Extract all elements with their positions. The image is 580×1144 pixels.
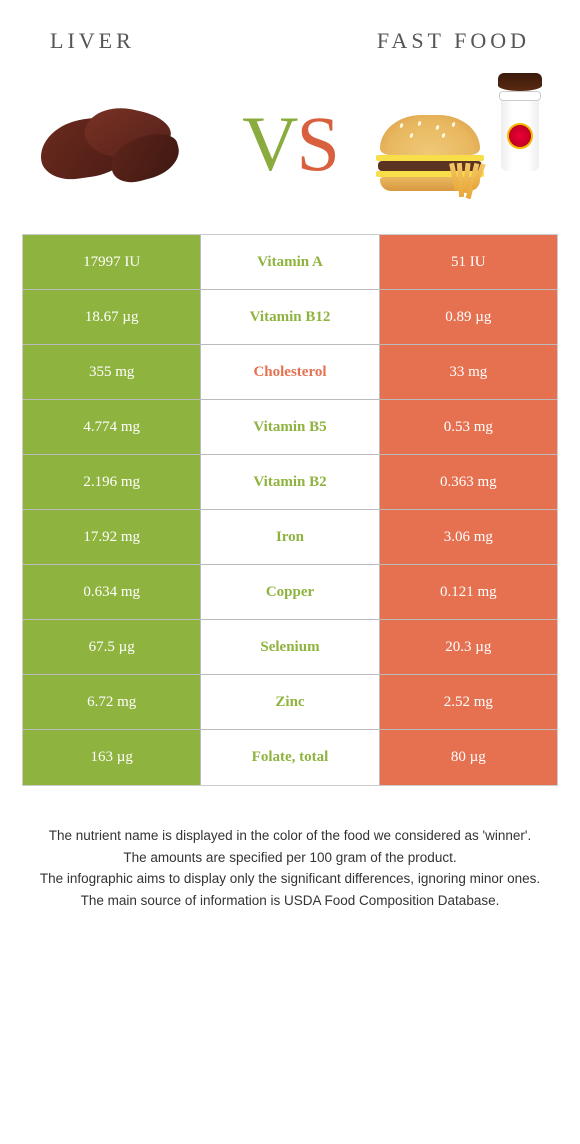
left-value: 355 mg	[23, 345, 200, 399]
table-row: 17997 IUVitamin A51 IU	[23, 235, 557, 290]
left-value: 4.774 mg	[23, 400, 200, 454]
right-value: 0.53 mg	[380, 400, 557, 454]
footer-note-line: The infographic aims to display only the…	[30, 869, 550, 889]
left-value: 17.92 mg	[23, 510, 200, 564]
left-value: 0.634 mg	[23, 565, 200, 619]
images-row: VS	[0, 54, 580, 234]
left-value: 163 µg	[23, 730, 200, 785]
left-value: 17997 IU	[23, 235, 200, 289]
table-row: 2.196 mgVitamin B20.363 mg	[23, 455, 557, 510]
vs-v: V	[242, 99, 296, 189]
table-row: 4.774 mgVitamin B50.53 mg	[23, 400, 557, 455]
footer-note-line: The nutrient name is displayed in the co…	[30, 826, 550, 846]
left-value: 6.72 mg	[23, 675, 200, 729]
table-row: 355 mgCholesterol33 mg	[23, 345, 557, 400]
nutrient-table: 17997 IUVitamin A51 IU18.67 µgVitamin B1…	[22, 234, 558, 786]
nutrient-name: Vitamin B2	[200, 455, 379, 509]
vs-s: S	[296, 99, 337, 189]
table-row: 6.72 mgZinc2.52 mg	[23, 675, 557, 730]
liver-image	[30, 79, 200, 209]
nutrient-name: Vitamin B5	[200, 400, 379, 454]
nutrient-name: Vitamin A	[200, 235, 379, 289]
footer-notes: The nutrient name is displayed in the co…	[0, 786, 580, 910]
left-value: 18.67 µg	[23, 290, 200, 344]
table-row: 67.5 µgSelenium20.3 µg	[23, 620, 557, 675]
table-row: 0.634 mgCopper0.121 mg	[23, 565, 557, 620]
right-value: 3.06 mg	[380, 510, 557, 564]
nutrient-name: Cholesterol	[200, 345, 379, 399]
right-value: 33 mg	[380, 345, 557, 399]
footer-note-line: The main source of information is USDA F…	[30, 891, 550, 911]
header-row: LIVER FAST FOOD	[0, 0, 580, 54]
table-row: 18.67 µgVitamin B120.89 µg	[23, 290, 557, 345]
left-value: 67.5 µg	[23, 620, 200, 674]
table-row: 163 µgFolate, total80 µg	[23, 730, 557, 785]
right-value: 20.3 µg	[380, 620, 557, 674]
left-value: 2.196 mg	[23, 455, 200, 509]
fastfood-image	[380, 79, 550, 209]
right-value: 80 µg	[380, 730, 557, 785]
left-food-title: LIVER	[50, 28, 135, 54]
nutrient-name: Selenium	[200, 620, 379, 674]
nutrient-name: Vitamin B12	[200, 290, 379, 344]
right-food-title: FAST FOOD	[377, 28, 530, 54]
table-row: 17.92 mgIron3.06 mg	[23, 510, 557, 565]
nutrient-name: Iron	[200, 510, 379, 564]
right-value: 51 IU	[380, 235, 557, 289]
vs-label: VS	[242, 99, 338, 189]
right-value: 2.52 mg	[380, 675, 557, 729]
nutrient-name: Folate, total	[200, 730, 379, 785]
footer-note-line: The amounts are specified per 100 gram o…	[30, 848, 550, 868]
right-value: 0.89 µg	[380, 290, 557, 344]
right-value: 0.363 mg	[380, 455, 557, 509]
right-value: 0.121 mg	[380, 565, 557, 619]
nutrient-name: Copper	[200, 565, 379, 619]
nutrient-name: Zinc	[200, 675, 379, 729]
